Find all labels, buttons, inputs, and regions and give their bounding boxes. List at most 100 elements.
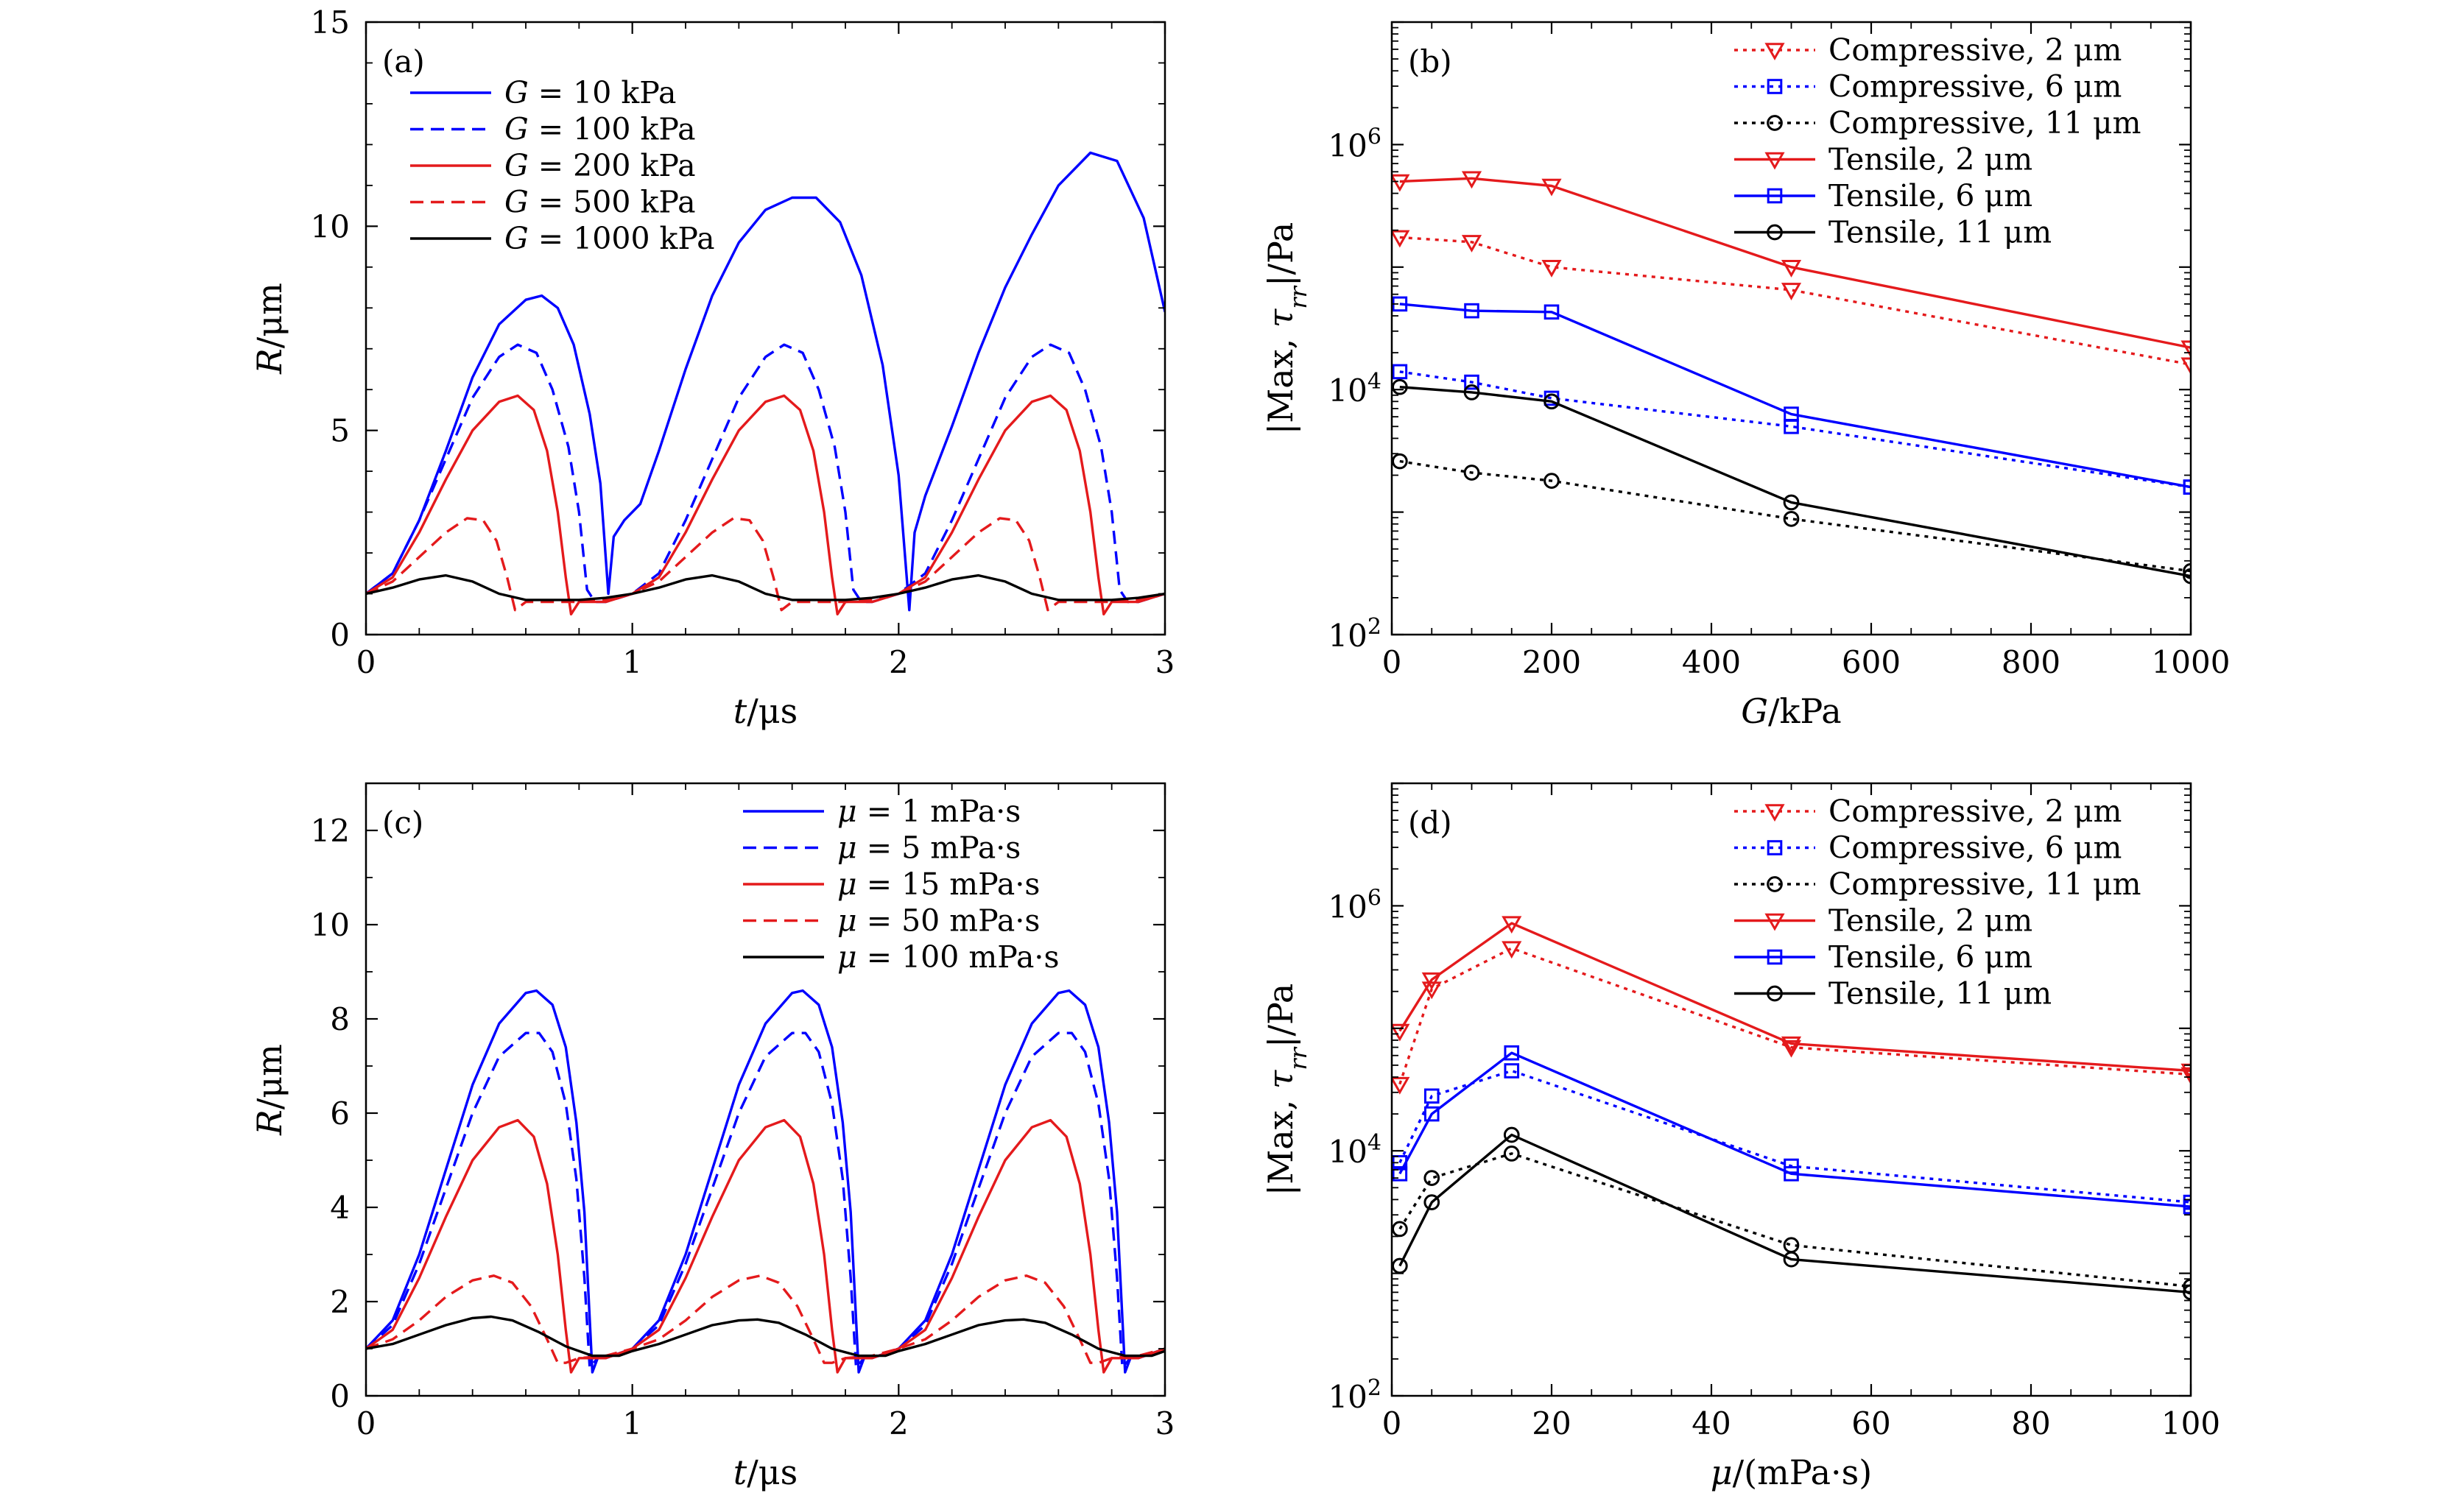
plot-area — [1392, 171, 2191, 585]
y-tick-label: 106 — [1328, 885, 1381, 925]
legend-label: Compressive, 2 μm — [1828, 794, 2122, 829]
series-line-3 — [1399, 177, 2191, 349]
x-axis-label: t/μs — [733, 691, 798, 731]
series-line-1 — [1399, 370, 2191, 489]
data-point — [1502, 916, 1522, 934]
legend-label: Compressive, 2 μm — [1828, 32, 2122, 68]
legend-label: Tensile, 6 μm — [1828, 939, 2032, 975]
data-point — [1541, 178, 1562, 197]
y-tick-label: 0 — [330, 617, 350, 653]
y-axis-label: |Max, τrr|/Pa — [1261, 984, 1312, 1196]
x-tick-label: 0 — [1382, 644, 1402, 680]
data-point — [2180, 1063, 2191, 1081]
data-point — [1464, 374, 1479, 390]
panel-tag: (a) — [382, 43, 425, 80]
x-tick-label: 1 — [622, 1405, 642, 1441]
legend-label: μ = 5 mPa·s — [837, 830, 1021, 866]
legend-marker — [1764, 152, 1785, 170]
data-point — [1504, 1063, 1520, 1079]
data-point — [1464, 303, 1479, 319]
data-point — [1423, 1194, 1440, 1210]
plot-area — [1392, 916, 2191, 1301]
x-tick-label: 2 — [889, 644, 909, 680]
legend-label: G = 200 kPa — [504, 148, 696, 183]
y-tick-label: 8 — [330, 1001, 350, 1037]
y-tick-label: 5 — [330, 413, 350, 449]
legend-label: μ = 15 mPa·s — [837, 866, 1040, 902]
series-line-0 — [366, 151, 1165, 612]
legend-label: Tensile, 6 μm — [1828, 178, 2032, 213]
legend-label: μ = 100 mPa·s — [837, 939, 1060, 975]
legend-label: Compressive, 11 μm — [1828, 866, 2141, 902]
x-tick-label: 600 — [1842, 644, 1901, 680]
series-line-3 — [1398, 922, 2191, 1073]
legend-label: Compressive, 6 μm — [1828, 69, 2122, 105]
legend-label: Tensile, 11 μm — [1828, 976, 2052, 1012]
series-line-3 — [366, 1274, 1165, 1364]
series-line-4 — [1398, 1051, 2191, 1208]
x-tick-label: 800 — [2002, 644, 2060, 680]
y-tick-label: 2 — [330, 1284, 350, 1320]
panel-tag: (d) — [1408, 805, 1452, 841]
plot-area — [366, 151, 1165, 615]
data-point — [1421, 981, 1442, 1000]
panel-d: 0 20 40 60 80 100 102 104 106 μ/(mPa·s) |Max, τrr|… — [1261, 782, 2220, 1492]
legend-label: Compressive, 6 μm — [1828, 830, 2122, 866]
legend-label: μ = 1 mPa·s — [837, 794, 1021, 829]
legend-label: μ = 50 mPa·s — [837, 903, 1040, 939]
legend-label: Tensile, 11 μm — [1828, 215, 2052, 250]
series-line-0 — [366, 989, 1165, 1374]
data-point — [1781, 1036, 1802, 1054]
data-point — [1543, 473, 1560, 489]
x-tick-label: 2 — [889, 1405, 909, 1441]
series-line-0 — [1399, 236, 2191, 366]
data-point — [1392, 174, 1410, 192]
x-tick-label: 80 — [2011, 1405, 2050, 1441]
legend-marker — [1767, 79, 1783, 94]
data-point — [1781, 260, 1802, 278]
x-tick-label: 3 — [1155, 1405, 1175, 1441]
series-line-2 — [1398, 1152, 2191, 1288]
x-tick-label: 0 — [356, 1405, 376, 1441]
x-tick-label: 1 — [622, 644, 642, 680]
legend-marker — [1764, 43, 1785, 61]
y-axis-label: R/μm — [250, 283, 289, 375]
y-tick-label: 104 — [1328, 1130, 1381, 1171]
plot-frame — [365, 782, 1166, 1397]
data-point — [1783, 1251, 1800, 1268]
data-point — [1781, 283, 1802, 300]
series-line-2 — [366, 394, 1165, 615]
x-tick-label: 60 — [1851, 1405, 1890, 1441]
data-point — [1784, 406, 1799, 422]
data-point — [2180, 340, 2191, 359]
panel-b: 0 200 400 600 800 1000 102 104 106 G/kPa |Max, τrr… — [1261, 21, 2230, 731]
legend-marker — [1767, 224, 1783, 241]
legend-label: Compressive, 11 μm — [1828, 105, 2141, 141]
data-point — [1781, 1040, 1802, 1058]
legend-marker — [1764, 804, 1785, 822]
panel-tag: (b) — [1408, 43, 1452, 80]
data-point — [1423, 1088, 1440, 1104]
data-point — [1392, 378, 1408, 395]
y-tick-label: 15 — [311, 4, 350, 40]
legend-label: G = 10 kPa — [504, 75, 676, 110]
x-tick-label: 400 — [1682, 644, 1741, 680]
y-tick-label: 6 — [330, 1095, 350, 1132]
data-point — [1423, 1106, 1440, 1122]
series-line-1 — [1398, 1069, 2191, 1204]
legend-marker — [1767, 840, 1783, 855]
legend-marker — [1767, 188, 1783, 204]
series-line-2 — [366, 1118, 1165, 1374]
x-tick-label: 100 — [2161, 1405, 2220, 1441]
panel-tag: (c) — [382, 805, 423, 841]
data-point — [1541, 260, 1562, 278]
y-tick-label: 104 — [1328, 369, 1381, 409]
data-point — [1463, 465, 1480, 481]
y-tick-label: 102 — [1328, 1375, 1381, 1416]
x-tick-label: 20 — [1532, 1405, 1571, 1441]
data-point — [1543, 304, 1560, 320]
x-axis-label: t/μs — [733, 1453, 798, 1492]
